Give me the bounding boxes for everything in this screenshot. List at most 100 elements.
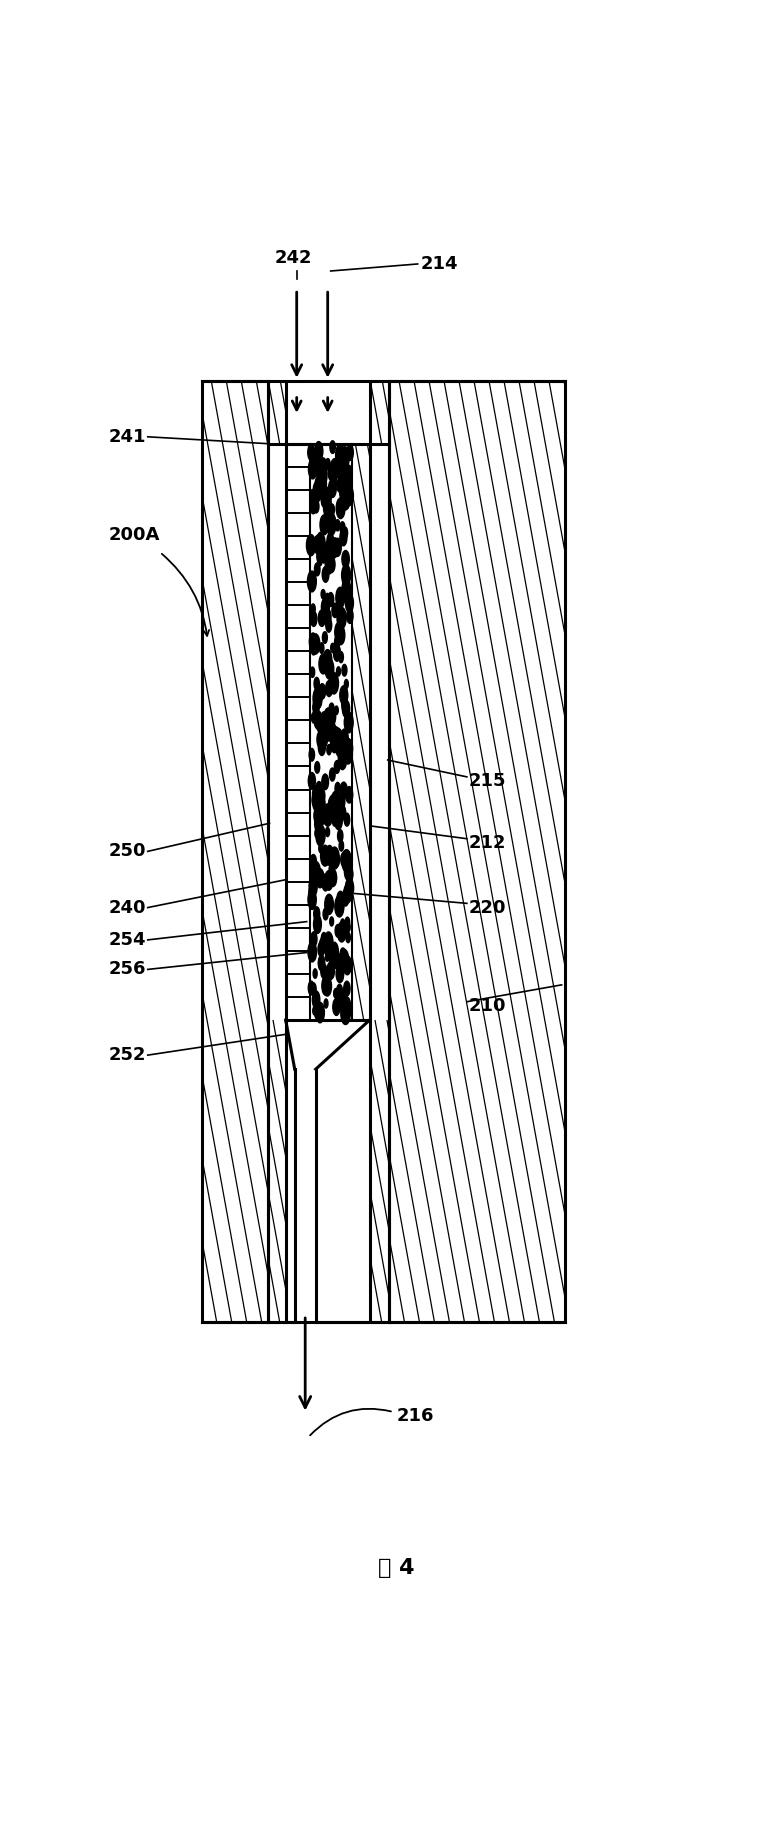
- Circle shape: [320, 549, 327, 562]
- Circle shape: [341, 489, 350, 509]
- Circle shape: [324, 542, 331, 557]
- Circle shape: [311, 633, 320, 653]
- Circle shape: [334, 635, 340, 648]
- Circle shape: [344, 739, 353, 757]
- Circle shape: [345, 465, 352, 482]
- Circle shape: [327, 533, 334, 549]
- Circle shape: [334, 644, 341, 661]
- Circle shape: [323, 976, 331, 996]
- Circle shape: [325, 555, 334, 573]
- Circle shape: [341, 923, 347, 938]
- Circle shape: [343, 527, 348, 538]
- Circle shape: [324, 998, 328, 1007]
- Circle shape: [313, 500, 319, 513]
- Circle shape: [337, 984, 342, 998]
- Circle shape: [339, 739, 347, 757]
- Circle shape: [327, 745, 331, 756]
- Circle shape: [336, 445, 344, 465]
- Circle shape: [337, 482, 341, 493]
- Circle shape: [327, 551, 330, 560]
- Circle shape: [320, 938, 326, 953]
- Circle shape: [319, 845, 323, 852]
- Circle shape: [322, 874, 327, 887]
- Circle shape: [330, 538, 338, 558]
- Circle shape: [340, 686, 348, 704]
- Circle shape: [326, 708, 330, 721]
- Circle shape: [319, 715, 327, 734]
- Circle shape: [332, 953, 337, 965]
- Circle shape: [314, 710, 322, 730]
- FancyArrowPatch shape: [310, 1409, 391, 1434]
- Circle shape: [322, 566, 329, 582]
- Circle shape: [344, 485, 354, 506]
- Circle shape: [321, 933, 327, 945]
- Text: 215: 215: [469, 772, 506, 790]
- Circle shape: [339, 805, 344, 816]
- Circle shape: [315, 761, 320, 774]
- Circle shape: [344, 743, 352, 765]
- Text: 216: 216: [397, 1407, 434, 1425]
- Text: 210: 210: [469, 996, 506, 1015]
- Circle shape: [338, 456, 347, 476]
- Circle shape: [334, 812, 342, 830]
- Text: 252: 252: [108, 1046, 146, 1064]
- Circle shape: [325, 659, 334, 679]
- Circle shape: [337, 474, 345, 493]
- Circle shape: [327, 513, 336, 535]
- Circle shape: [333, 726, 339, 741]
- Circle shape: [344, 887, 350, 903]
- Circle shape: [344, 956, 350, 971]
- Circle shape: [339, 949, 349, 971]
- Circle shape: [308, 982, 314, 995]
- Circle shape: [321, 589, 325, 599]
- Circle shape: [313, 796, 320, 810]
- Circle shape: [310, 633, 317, 650]
- Circle shape: [330, 942, 338, 960]
- Circle shape: [313, 914, 321, 933]
- Circle shape: [341, 739, 346, 750]
- Circle shape: [342, 850, 351, 872]
- Circle shape: [344, 982, 350, 996]
- Circle shape: [328, 803, 336, 821]
- Circle shape: [307, 535, 316, 557]
- Circle shape: [329, 672, 338, 694]
- Circle shape: [308, 891, 317, 909]
- Circle shape: [324, 516, 328, 527]
- Circle shape: [337, 922, 346, 942]
- Circle shape: [343, 956, 351, 975]
- Circle shape: [330, 734, 338, 752]
- Circle shape: [319, 458, 327, 476]
- Circle shape: [310, 666, 315, 677]
- Circle shape: [344, 1004, 349, 1017]
- Circle shape: [318, 739, 325, 756]
- Circle shape: [309, 887, 313, 898]
- Circle shape: [326, 619, 332, 631]
- Circle shape: [318, 474, 327, 495]
- Circle shape: [347, 923, 350, 933]
- Circle shape: [314, 677, 320, 690]
- Circle shape: [325, 940, 333, 958]
- Circle shape: [316, 688, 320, 695]
- Circle shape: [311, 712, 316, 723]
- Circle shape: [342, 579, 351, 599]
- Circle shape: [325, 593, 329, 602]
- Circle shape: [316, 781, 322, 796]
- Circle shape: [323, 909, 328, 920]
- Circle shape: [339, 807, 345, 819]
- Circle shape: [341, 564, 351, 586]
- Circle shape: [327, 513, 333, 526]
- Circle shape: [330, 442, 335, 453]
- Circle shape: [344, 467, 350, 482]
- Circle shape: [322, 976, 330, 995]
- Circle shape: [311, 984, 316, 995]
- Circle shape: [320, 964, 327, 978]
- Circle shape: [327, 593, 334, 606]
- Circle shape: [336, 965, 344, 982]
- Circle shape: [339, 794, 345, 808]
- Circle shape: [329, 863, 334, 876]
- Circle shape: [326, 827, 330, 836]
- Circle shape: [319, 684, 326, 699]
- Circle shape: [345, 883, 350, 892]
- Circle shape: [327, 706, 336, 726]
- Circle shape: [328, 949, 333, 962]
